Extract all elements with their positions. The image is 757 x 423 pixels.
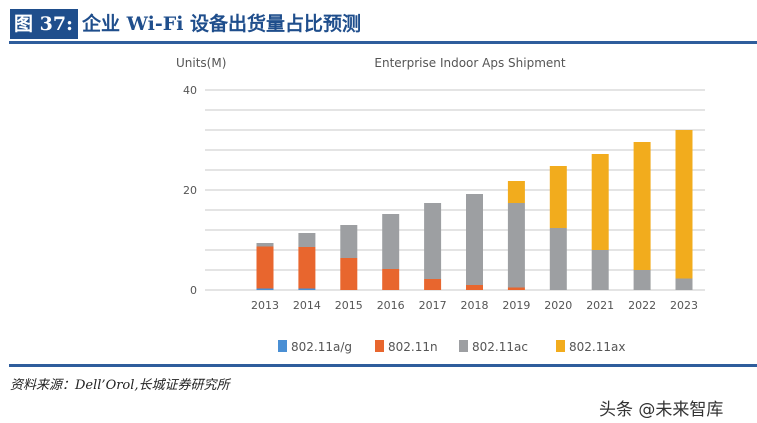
legend-label: 802.11n xyxy=(388,340,438,354)
bar-802-11ax xyxy=(507,181,525,203)
bar-802-11ac xyxy=(340,225,358,258)
legend-label: 802.11ac xyxy=(472,340,528,354)
bar-802-11ac xyxy=(466,194,483,285)
bar-802-11ax xyxy=(549,166,567,228)
bar-802-11n xyxy=(256,246,274,289)
y-axis-label: Units(M) xyxy=(176,56,226,70)
figure-label: 图 37: xyxy=(10,9,78,39)
x-tick-label: 2020 xyxy=(544,299,572,312)
x-tick-label: 2015 xyxy=(335,299,363,312)
x-tick-label: 2014 xyxy=(293,299,321,312)
legend-swatch xyxy=(459,340,468,352)
source-note: 资料来源：Dell’Orol,长城证券研究所 xyxy=(10,378,230,393)
x-tick-label: 2013 xyxy=(251,299,279,312)
y-tick-label: 0 xyxy=(190,284,197,297)
bar-802-11ac xyxy=(633,270,651,290)
y-tick-label: 20 xyxy=(183,184,197,197)
bar-802-11n xyxy=(507,287,525,290)
bar-802-11n xyxy=(298,247,316,289)
chart-title: Enterprise Indoor Aps Shipment xyxy=(374,56,565,70)
bar-802-11ax xyxy=(591,154,609,250)
x-tick-label: 2018 xyxy=(461,299,489,312)
bar-802-11ac xyxy=(424,203,442,279)
bar-802-11ac xyxy=(591,250,609,290)
x-tick-label: 2017 xyxy=(419,299,447,312)
bar-802-11ac xyxy=(675,278,693,290)
legend-swatch xyxy=(556,340,565,352)
bar-802-11n xyxy=(382,269,400,290)
x-tick-label: 2019 xyxy=(502,299,530,312)
legend-swatch xyxy=(278,340,287,352)
legend-swatch xyxy=(375,340,384,352)
figure-title: 企业 Wi-Fi 设备出货量占比预测 xyxy=(82,13,362,35)
y-tick-label: 40 xyxy=(183,84,197,97)
bar-802-11n xyxy=(340,258,358,290)
x-tick-label: 2022 xyxy=(628,299,656,312)
legend-label: 802.11ax xyxy=(569,340,625,354)
x-tick-label: 2016 xyxy=(377,299,405,312)
bar-802-11a-g xyxy=(298,288,316,290)
bar-802-11ac xyxy=(507,203,525,288)
bar-802-11n xyxy=(466,285,483,290)
x-tick-label: 2021 xyxy=(586,299,614,312)
bar-802-11ac xyxy=(549,228,567,290)
bar-802-11ac xyxy=(298,233,316,247)
x-tick-label: 2023 xyxy=(670,299,698,312)
footer-rule xyxy=(9,364,757,367)
bar-802-11n xyxy=(424,279,442,290)
bar-802-11a-g xyxy=(256,288,274,290)
bar-802-11ax xyxy=(675,130,693,279)
watermark: 头条 @未来智库 xyxy=(599,400,724,420)
bar-802-11ax xyxy=(633,142,651,270)
bar-802-11ac xyxy=(382,214,400,269)
header-rule xyxy=(9,41,757,44)
bar-802-11ac xyxy=(256,243,274,247)
legend-label: 802.11a/g xyxy=(291,340,352,354)
